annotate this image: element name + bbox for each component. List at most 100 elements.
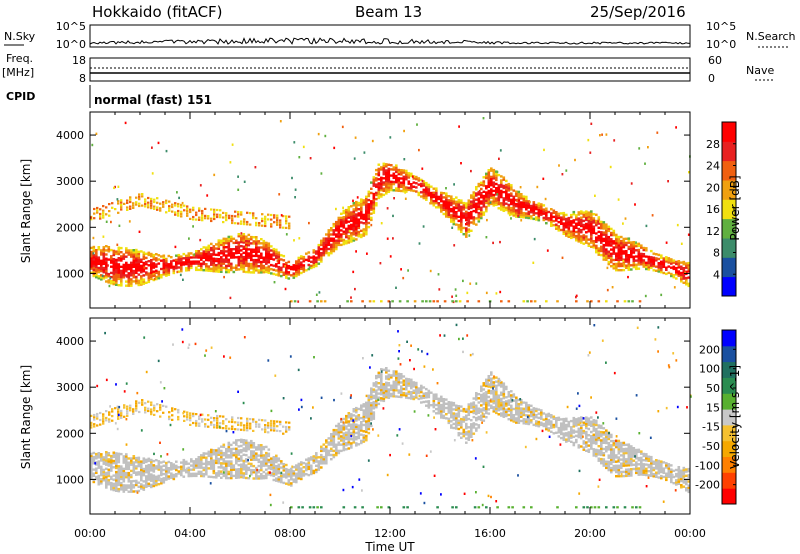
power-cell	[174, 202, 177, 205]
power-cell	[122, 263, 126, 267]
vel-cell	[155, 459, 158, 462]
vel-cell	[387, 369, 391, 372]
noise-tick-left-bottom: 10^0	[56, 38, 86, 51]
vel-cell	[290, 471, 293, 475]
vel-cell	[127, 484, 131, 487]
vel-cell	[372, 411, 376, 414]
power-cell	[577, 236, 581, 239]
power-cell	[652, 252, 656, 255]
vel-cell	[470, 406, 473, 409]
vel-cell	[457, 411, 461, 414]
power-cell	[312, 249, 316, 252]
vel-cell	[295, 472, 298, 475]
power-cell	[165, 262, 168, 265]
power-cell	[382, 164, 386, 168]
power-cell	[277, 274, 281, 277]
power-cell	[597, 216, 601, 219]
vel-cell	[370, 424, 373, 428]
power-cell	[167, 267, 171, 270]
vel-cell	[137, 464, 141, 468]
power-cell	[425, 198, 428, 201]
power-cell	[465, 212, 468, 216]
power-cell	[240, 232, 243, 235]
power-cell	[200, 268, 203, 272]
power-cell	[487, 202, 491, 205]
colorbar-swatch	[722, 238, 736, 258]
vel-cell	[367, 409, 371, 412]
vel-cell	[510, 415, 513, 418]
power-cell	[186, 205, 189, 208]
vel-cell	[97, 474, 101, 478]
vel-cell	[532, 423, 536, 427]
vel-cell	[460, 417, 463, 421]
power-cell	[475, 202, 478, 205]
power-cell	[510, 194, 513, 197]
vel-cell	[452, 426, 456, 430]
power-cell	[587, 219, 591, 223]
vel-cell	[160, 477, 163, 481]
power-cell	[372, 199, 376, 202]
power-cell	[242, 266, 246, 269]
vel-cell	[227, 460, 231, 463]
power-cell	[365, 214, 368, 217]
vel-cell	[272, 460, 276, 463]
vel-cell	[287, 481, 291, 484]
vel-cell	[90, 469, 93, 472]
power-cell	[273, 214, 276, 217]
power-cell	[90, 246, 93, 250]
power-cell	[620, 250, 623, 253]
power-cell	[335, 239, 338, 242]
power-cell	[472, 222, 476, 225]
vel-cell	[117, 479, 121, 482]
power-cell	[615, 246, 618, 249]
power-cell	[482, 184, 486, 187]
vel-cell	[210, 465, 213, 468]
vel-cell	[307, 473, 311, 477]
power-cell	[577, 240, 581, 243]
power-cell	[97, 262, 101, 265]
power-cell	[215, 257, 218, 261]
power-cell	[495, 203, 498, 206]
power-cell	[572, 231, 576, 235]
power-cell	[495, 292, 498, 295]
vel-cell	[310, 456, 313, 459]
power-cell	[352, 270, 355, 274]
vel-cell	[535, 422, 538, 425]
vel-cell	[430, 391, 433, 394]
power-cell	[395, 286, 397, 289]
power-cell	[631, 300, 634, 303]
power-cell	[397, 183, 401, 186]
vel-cell	[332, 433, 336, 436]
power-cell	[340, 235, 343, 238]
vel-cell	[260, 462, 263, 465]
power-cell	[255, 260, 258, 264]
power-cell	[97, 268, 101, 272]
power-cell	[610, 240, 613, 243]
power-cell	[340, 229, 343, 232]
power-cell	[135, 259, 138, 262]
power-cell	[515, 211, 518, 214]
vel-cell	[212, 476, 216, 479]
vel-cell	[472, 405, 476, 408]
power-cell	[102, 275, 106, 278]
vel-cell	[245, 472, 248, 475]
power-cell	[500, 206, 503, 209]
vel-cell	[325, 449, 328, 452]
power-cell	[127, 278, 131, 281]
power-cell	[537, 204, 541, 207]
power-cell	[367, 209, 371, 212]
power-cell	[620, 262, 623, 266]
power-cell	[627, 268, 631, 271]
power-cell	[499, 240, 501, 244]
vel-cell	[502, 390, 506, 394]
power-cell	[480, 202, 483, 205]
power-cell	[302, 260, 306, 263]
vel-cell	[450, 424, 453, 427]
power-cell	[580, 210, 583, 213]
vel-cell	[380, 397, 383, 400]
vel-cell	[357, 426, 361, 429]
power-cell	[497, 188, 501, 191]
power-cell	[252, 260, 256, 264]
vel-cell	[237, 470, 241, 473]
power-cell	[640, 244, 643, 247]
